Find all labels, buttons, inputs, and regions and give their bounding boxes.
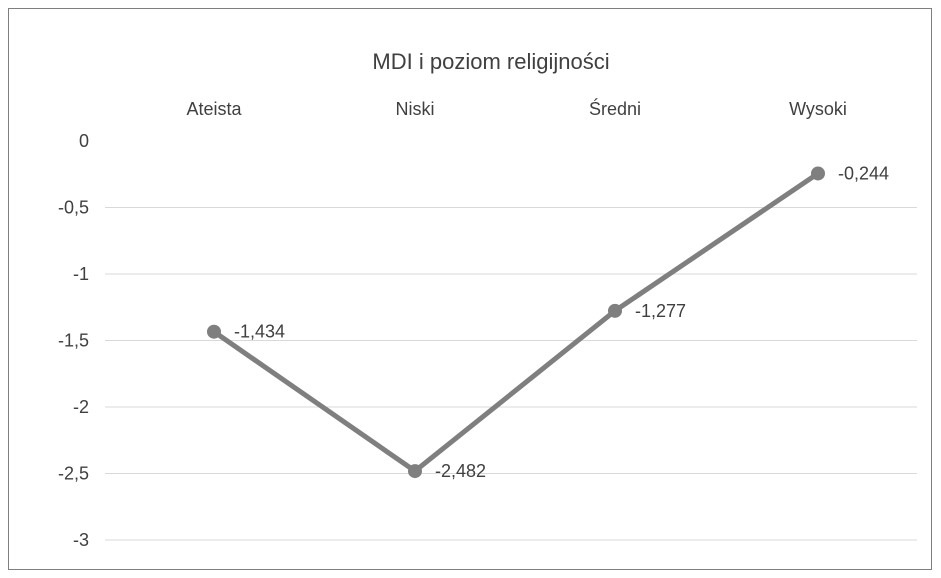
y-tick-label: -1 <box>73 264 89 284</box>
data-label: -1,434 <box>234 322 285 342</box>
category-label: Średni <box>589 98 641 119</box>
gridlines <box>105 207 917 541</box>
y-tick-label: -0,5 <box>58 198 89 218</box>
series-line <box>211 170 821 474</box>
data-label: -0,244 <box>838 163 889 183</box>
category-label: Wysoki <box>789 99 847 119</box>
data-label: -2,482 <box>435 461 486 481</box>
y-tick-label: -3 <box>73 530 89 550</box>
chart-frame: MDI i poziom religijności 0 -0,5 -1 -1,5 -2 -… <box>8 8 932 570</box>
category-label: Ateista <box>186 99 242 119</box>
category-label: Niski <box>396 99 435 119</box>
line-chart: MDI i poziom religijności 0 -0,5 -1 -1,5 -2 -… <box>58 49 917 550</box>
data-labels: -1,434 -2,482 -1,277 -0,244 <box>234 163 889 481</box>
y-tick-label: 0 <box>79 131 89 151</box>
y-axis-tick-labels: 0 -0,5 -1 -1,5 -2 -2,5 -3 <box>58 131 89 550</box>
y-tick-label: -2 <box>73 397 89 417</box>
y-tick-label: -2,5 <box>58 464 89 484</box>
data-point <box>408 464 422 479</box>
chart-title: MDI i poziom religijności <box>372 49 609 74</box>
series-line-group <box>207 166 825 479</box>
category-axis-labels: Ateista Niski Średni Wysoki <box>186 98 846 119</box>
y-tick-label: -1,5 <box>58 331 89 351</box>
data-point <box>811 166 825 181</box>
data-point <box>207 324 221 339</box>
data-point <box>608 303 622 318</box>
data-label: -1,277 <box>635 301 686 321</box>
